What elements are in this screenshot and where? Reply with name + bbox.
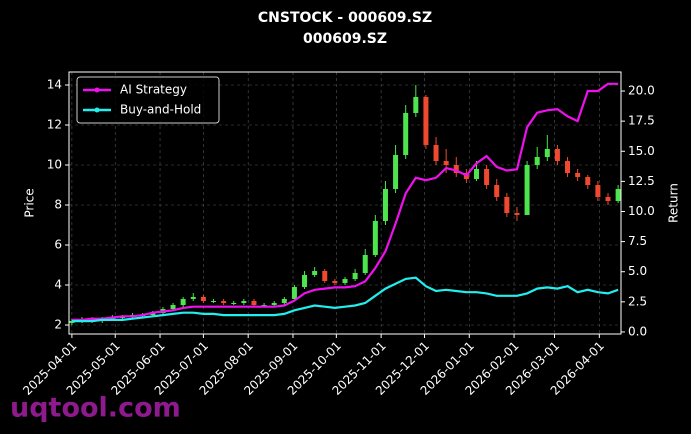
candle-body [615, 189, 621, 201]
chart-subtitle: 000609.SZ [303, 31, 387, 47]
candle-body [544, 149, 550, 157]
candle-body [413, 97, 419, 113]
candle-body [494, 185, 500, 197]
candle-body [221, 301, 227, 303]
y2-tick-label: 17.5 [628, 114, 655, 128]
y-axis-label: Price [23, 188, 37, 217]
candle-body [312, 271, 318, 275]
candle-body [473, 169, 479, 179]
candle-body [524, 165, 530, 215]
y2-tick-label: 20.0 [628, 84, 655, 98]
candle-body [403, 113, 409, 155]
candle-body [322, 271, 328, 281]
candle-body [504, 197, 510, 213]
candle-body [211, 301, 217, 302]
candle-body [150, 313, 156, 315]
candle-body [332, 281, 338, 283]
candle-body [514, 213, 520, 215]
candle-body [554, 149, 560, 161]
candle-body [180, 299, 186, 305]
candle-body [69, 321, 75, 323]
plot-frame [68, 71, 622, 335]
watermark: uqtool.com [10, 393, 181, 424]
return-line [71, 276, 619, 323]
legend-box [76, 76, 220, 124]
y2-tick-label: 15.0 [628, 144, 655, 158]
candle-body [190, 297, 196, 299]
candle-body [362, 255, 368, 273]
legend-marker [94, 87, 100, 93]
y2-tick-label: 10.0 [628, 204, 655, 218]
candle-body [453, 165, 459, 173]
candle-body [281, 299, 287, 303]
y2-tick-label: 7.5 [628, 234, 647, 248]
y-tick-label: 10 [47, 158, 62, 172]
y-tick-label: 8 [54, 198, 62, 212]
y2-tick-label: 12.5 [628, 174, 655, 188]
candle-body [241, 301, 247, 303]
candle-body [534, 157, 540, 165]
candle-body [595, 185, 601, 197]
candle-body [342, 279, 348, 283]
candle-body [382, 189, 388, 221]
candle-body [170, 305, 176, 309]
y-tick-label: 4 [54, 278, 62, 292]
y-tick-label: 12 [47, 118, 62, 132]
candle-body [261, 305, 267, 306]
return-line [71, 82, 619, 321]
chart-title: CNSTOCK - 000609.SZ [258, 10, 432, 26]
y2-tick-label: 2.5 [628, 294, 647, 308]
y2-tick-label: 0.0 [628, 324, 647, 338]
candle-body [565, 161, 571, 173]
candle-body [372, 221, 378, 255]
candle-body [200, 297, 206, 301]
candle-body [251, 301, 257, 305]
candle-body [423, 97, 429, 145]
candle-body [433, 145, 439, 161]
candle-body [302, 275, 308, 287]
candle-body [271, 303, 277, 305]
candle-body [585, 177, 591, 185]
candle-body [291, 287, 297, 299]
legend-label: Buy-and-Hold [120, 103, 201, 117]
y-tick-label: 2 [54, 318, 62, 332]
candle-body [393, 155, 399, 189]
y-tick-label: 6 [54, 238, 62, 252]
candle-body [443, 161, 449, 165]
candle-body [605, 197, 611, 201]
candle-body [575, 173, 581, 177]
candle-body [231, 303, 237, 304]
legend-label: AI Strategy [120, 83, 187, 97]
y2-tick-label: 5.0 [628, 264, 647, 278]
candle-body [352, 273, 358, 279]
y2-axis-label: Return [667, 183, 681, 223]
candle-body [484, 169, 490, 185]
legend-marker [94, 107, 100, 113]
candle-body [119, 317, 125, 318]
y-tick-label: 14 [47, 78, 62, 92]
